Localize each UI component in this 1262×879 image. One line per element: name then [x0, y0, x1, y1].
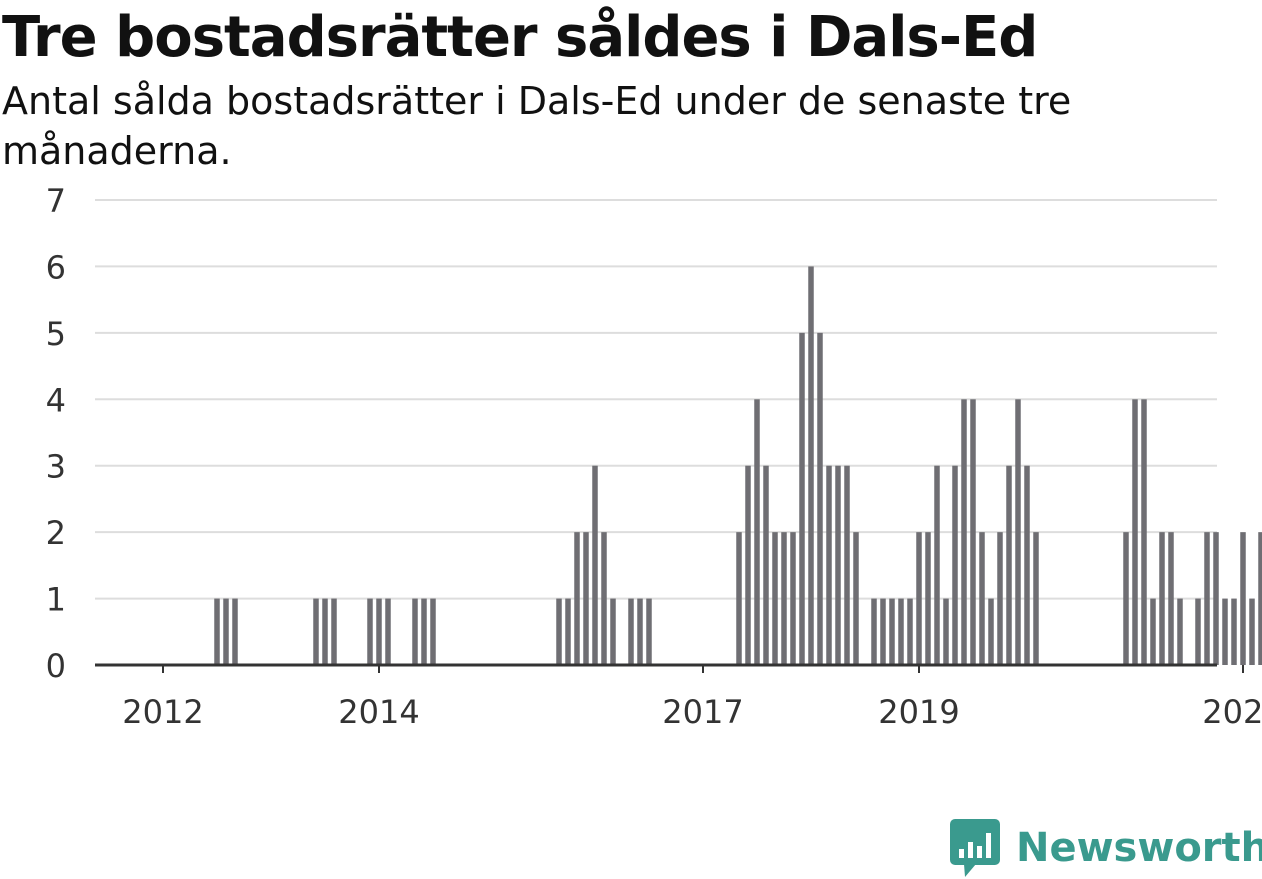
x-tick-label: 2022 [1202, 693, 1262, 731]
bar [331, 598, 337, 665]
bar-chart-speech-bubble-icon [950, 819, 1000, 877]
bar [997, 532, 1003, 665]
bar [376, 598, 382, 665]
bar [1249, 598, 1255, 665]
bar [961, 399, 967, 665]
y-tick-label: 0 [46, 647, 66, 685]
bar-series [214, 266, 1262, 665]
bar [1177, 598, 1183, 665]
bar [214, 598, 220, 665]
y-tick-label: 1 [46, 581, 66, 619]
bar [898, 598, 904, 665]
bar [808, 266, 814, 665]
bar [430, 598, 436, 665]
bar [889, 598, 895, 665]
bar [367, 598, 373, 665]
bar [1258, 532, 1262, 665]
bar [313, 598, 319, 665]
bar [1240, 532, 1246, 665]
x-axis: 201220142017201920222024 [95, 663, 1262, 731]
chart-subtitle: Antal sålda bostadsrätter i Dals-Ed unde… [2, 79, 1072, 173]
y-tick-label: 2 [46, 514, 66, 552]
bar [880, 598, 886, 665]
bar [583, 532, 589, 665]
bar [628, 598, 634, 665]
bar [781, 532, 787, 665]
bar [1222, 598, 1228, 665]
y-tick-label: 5 [46, 315, 66, 353]
bar [799, 332, 805, 665]
bar [1024, 465, 1030, 665]
bar [565, 598, 571, 665]
bar [952, 465, 958, 665]
bar [772, 532, 778, 665]
bar [754, 399, 760, 665]
bar [1033, 532, 1039, 665]
bar [1132, 399, 1138, 665]
x-tick-label: 2019 [878, 693, 959, 731]
bar [592, 465, 598, 665]
y-tick-label: 4 [46, 381, 66, 419]
bar [871, 598, 877, 665]
bar [835, 465, 841, 665]
bar [790, 532, 796, 665]
x-tick-label: 2012 [122, 693, 203, 731]
brand-name: Newsworthy [1016, 825, 1262, 871]
bar [763, 465, 769, 665]
bar [646, 598, 652, 665]
bar [412, 598, 418, 665]
bar [943, 598, 949, 665]
bar [232, 598, 238, 665]
bar [574, 532, 580, 665]
bar [979, 532, 985, 665]
bar [1231, 598, 1237, 665]
bar [925, 532, 931, 665]
bar [736, 532, 742, 665]
bar [637, 598, 643, 665]
bar [1141, 399, 1147, 665]
x-tick-label: 2017 [662, 693, 743, 731]
chart-title: Tre bostadsrätter såldes i Dals-Ed [2, 5, 1038, 70]
bar [1015, 399, 1021, 665]
bar [817, 332, 823, 665]
bar [916, 532, 922, 665]
y-axis-tick-labels: 0 1 2 3 4 5 6 7 [46, 182, 66, 685]
bar [1204, 532, 1210, 665]
y-tick-label: 6 [46, 248, 66, 286]
bar [907, 598, 913, 665]
bar [556, 598, 562, 665]
bar [610, 598, 616, 665]
bar [1168, 532, 1174, 665]
bar [934, 465, 940, 665]
y-tick-label: 3 [46, 448, 66, 486]
bar [826, 465, 832, 665]
bar [322, 598, 328, 665]
bar [601, 532, 607, 665]
bar [1195, 598, 1201, 665]
bar [1150, 598, 1156, 665]
bar [1159, 532, 1165, 665]
newsworthy-logo: Newsworthy [950, 818, 1262, 878]
bar [421, 598, 427, 665]
bar [1213, 532, 1219, 665]
grid-lines [95, 199, 1217, 600]
bar [844, 465, 850, 665]
x-tick-label: 2014 [338, 693, 419, 731]
bar [970, 399, 976, 665]
y-tick-label: 7 [46, 182, 66, 220]
bar [1123, 532, 1129, 665]
bar [1006, 465, 1012, 665]
bar [385, 598, 391, 665]
bar [853, 532, 859, 665]
bar [223, 598, 229, 665]
bar [745, 465, 751, 665]
bar [988, 598, 994, 665]
